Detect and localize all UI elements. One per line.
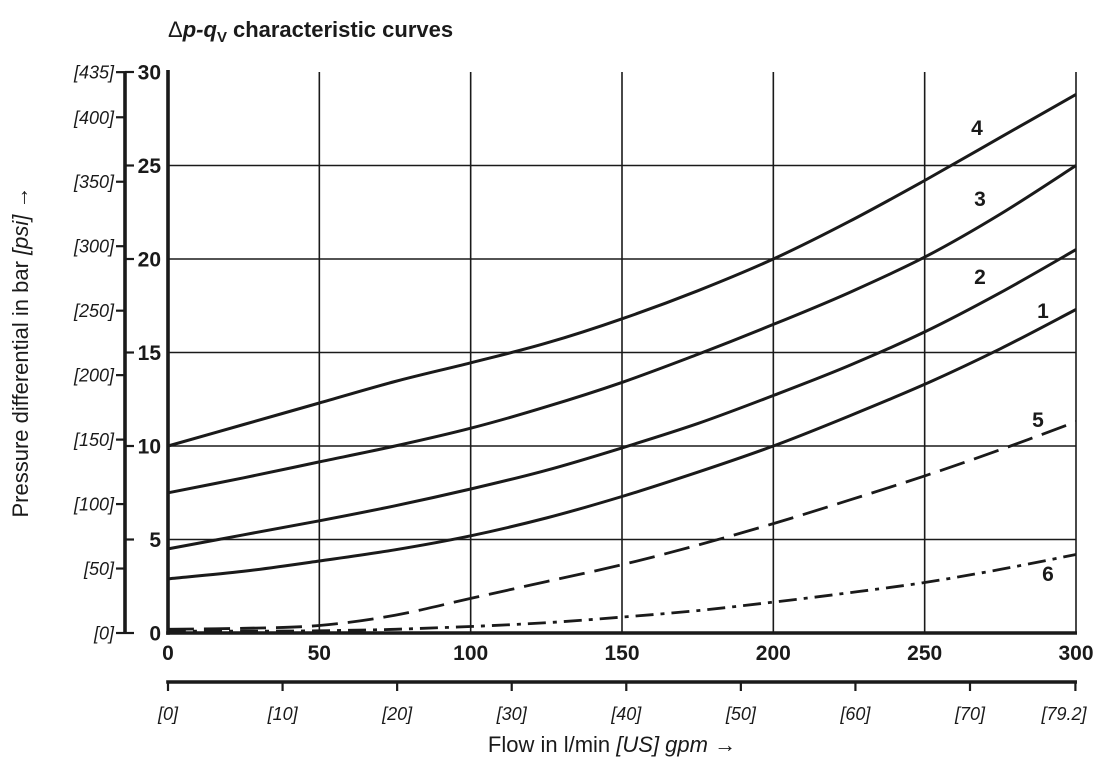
title-subscript: V [217,29,227,46]
gpm-tick-label: [30] [496,704,528,724]
title-delta: Δ [168,17,183,42]
title-p: p [182,17,196,42]
psi-tick-label: [0] [93,624,115,644]
psi-tick-label: [350] [73,172,115,192]
series-5-line [167,420,1077,631]
series-3-line [167,164,1077,495]
y-axis-title-arrow: → [8,186,33,208]
y-tick-label: 25 [138,155,162,178]
title-rest: characteristic curves [233,17,453,42]
series-lines [167,93,1077,633]
psi-tick-label: [400] [73,108,115,128]
series-2-label: 2 [974,266,986,289]
gpm-tick-label: [79.2] [1040,704,1087,724]
series-1-line [167,308,1077,581]
y-tick-label: 5 [149,529,161,552]
x-tick-label: 100 [453,642,488,665]
gpm-tick-label: [50] [725,704,757,724]
y-tick-label: 15 [138,342,162,365]
axes [123,70,1077,684]
x-tick-label: 250 [907,642,942,665]
series-1-label: 1 [1037,300,1049,323]
x-tick-label: 50 [308,642,331,665]
psi-tick-label: [150] [73,430,115,450]
title-q: q [203,17,217,42]
y-tick-label: 20 [138,249,161,272]
gpm-tick-label: [10] [267,704,299,724]
psi-tick-label: [250] [73,301,115,321]
gpm-tick-label: [60] [839,704,871,724]
psi-tick-label: [435] [73,63,115,83]
series-4-label: 4 [971,117,983,140]
grid-lines [168,72,1077,633]
gpm-tick-label: [0] [157,704,179,724]
series-3-label: 3 [974,188,986,211]
y-axis-title: Pressure differential in bar [psi] → [8,186,33,517]
y-tick-label: 0 [149,623,161,646]
psi-tick-label: [100] [73,495,115,515]
tick-marks [116,70,1077,691]
x-tick-label: 200 [756,642,791,665]
series-6-line [167,553,1077,633]
gpm-tick-label: [40] [610,704,642,724]
series-labels: 1 2 3 4 5 6 [971,117,1054,586]
series-4-line [167,93,1077,448]
series-5-label: 5 [1032,409,1044,432]
x-axis-title-text: Flow in l/min [488,732,610,757]
x-axis-title: Flow in l/min [US] gpm → [488,732,736,757]
psi-tick-label: [50] [83,559,115,579]
y-axis-title-alt-unit: [psi] [8,214,33,256]
series-2-line [167,248,1077,551]
title-hyphen: - [196,17,203,42]
x-tick-label: 150 [604,642,639,665]
series-6-label: 6 [1042,563,1054,586]
chart-title: Δp-qV characteristic curves [168,17,453,46]
y-tick-label: 30 [138,62,161,85]
x-tick-label: 300 [1058,642,1093,665]
psi-tick-label: [300] [73,237,115,257]
gpm-tick-label: [70] [954,704,986,724]
x-axis-title-arrow: → [714,732,736,757]
x-tick-label: 0 [162,642,174,665]
y-axis-title-text: Pressure differential in bar [8,261,33,517]
y-tick-label: 10 [138,436,161,459]
psi-tick-label: [200] [73,366,115,386]
gpm-tick-label: [20] [381,704,413,724]
x-axis-title-alt-unit: [US] gpm [615,732,708,757]
